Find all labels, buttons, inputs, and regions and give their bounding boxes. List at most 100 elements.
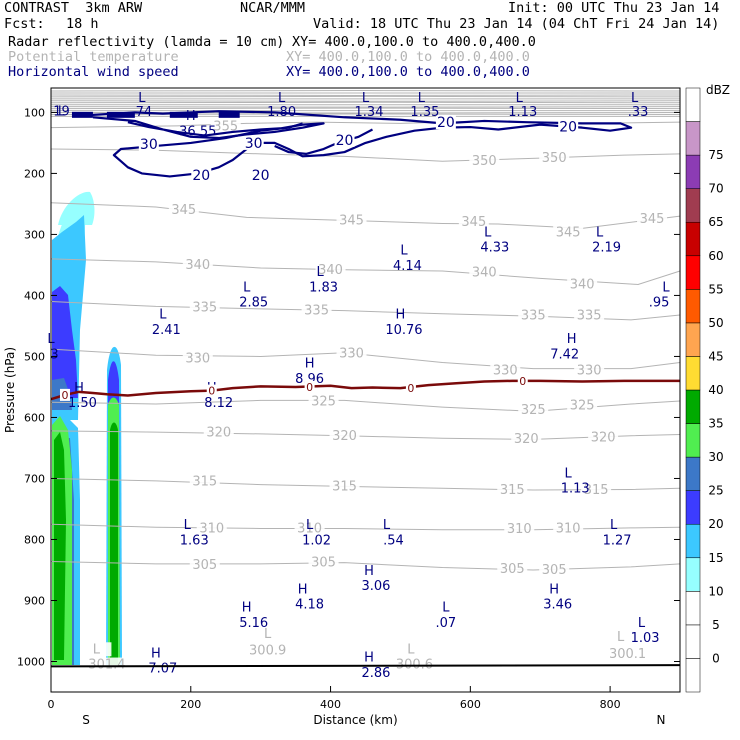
- wind-extremum-marker: L: [184, 518, 192, 533]
- colorbar-label: 50: [708, 316, 723, 330]
- zero-reflectivity-contour: 0 0 0 0 0: [50, 374, 680, 402]
- isentrope-label-bg: [168, 203, 199, 218]
- colorbar-label: 5: [712, 618, 720, 632]
- zero-contour-label: 0: [306, 381, 313, 394]
- wind-extremum-marker: H: [305, 357, 315, 372]
- wind-extremum-value: 1.27: [603, 533, 632, 548]
- wind-extremum-marker: H: [364, 651, 374, 666]
- y-tick-label: 500: [24, 350, 45, 363]
- colorbar-label: 70: [708, 182, 723, 196]
- isentrope-label-bg: [469, 154, 500, 169]
- isentrope-label-bg: [612, 647, 643, 662]
- wind-contour-label-bg: [191, 168, 212, 183]
- forecast-label: Fcst:: [4, 16, 45, 32]
- isentrope-label: 355: [213, 119, 238, 134]
- wind-contour-label: 30: [140, 137, 158, 153]
- wind-extremum-marker: H: [74, 381, 84, 396]
- isentrope-line: [50, 399, 681, 412]
- colorbar: 0 5 10 15 20 25 30 35 40 45 50 55 60 65 70 75 dBZ: [685, 83, 730, 693]
- isentrope-line: [50, 94, 681, 96]
- isentrope-label-bg: [490, 363, 521, 378]
- wind-contour-label: 20: [559, 119, 577, 135]
- isentrope-label: 310: [297, 521, 322, 536]
- isentrope-label: 340: [185, 258, 210, 273]
- wind-extremum-marker: L: [631, 91, 639, 106]
- init-time: Init: 00 UTC Thu 23 Jan 14: [508, 0, 720, 16]
- wind-extremum-value: .74: [132, 105, 153, 120]
- isentrope-label: 335: [304, 304, 329, 319]
- isentrope-label-bg: [553, 521, 584, 536]
- zero-contour-label-bg: [304, 380, 315, 393]
- potential-temperature-layer: 355 350 350 345 345 345 345 345 340 340 340 340 335 3…: [50, 90, 681, 673]
- jet-core-segment: [218, 111, 240, 118]
- zero-contour-label: 0: [61, 389, 68, 402]
- wind-extremum-value: 8.12: [204, 396, 233, 411]
- valid-time: Valid: 18 UTC Thu 23 Jan 14 (04 ChT Fri …: [313, 16, 720, 32]
- colorbar-swatch: [685, 87, 701, 122]
- isentrope-label-bg: [497, 483, 528, 498]
- wind-extremum-marker: L: [638, 616, 646, 631]
- wind-extremum-marker: H: [364, 564, 374, 579]
- isentrope-line: [50, 148, 681, 162]
- wind-extremum-marker: L: [662, 280, 670, 295]
- isentrope-label: 320: [206, 426, 231, 441]
- x-tick-label: 0: [48, 698, 55, 711]
- field-wind-xy: XY= 400.0,100.0 to 400.0,400.0: [286, 64, 530, 80]
- zero-contour-label: 0: [519, 375, 526, 388]
- isentrope-label: 305: [542, 563, 567, 578]
- x-tick-label: 400: [320, 698, 341, 711]
- colorbar-swatch: [685, 389, 701, 424]
- isentrope-label-bg: [504, 522, 535, 537]
- isentrope-label-bg: [588, 430, 619, 445]
- isentrope-label: 325: [570, 398, 595, 413]
- isentrope-label-bg: [497, 561, 528, 576]
- colorbar-label: 10: [708, 584, 723, 598]
- wind-extremum-marker: L: [362, 91, 370, 106]
- wind-extremum-value: .54: [383, 533, 404, 548]
- colorbar-swatch: [685, 523, 701, 559]
- isentrope-label: 300.9: [249, 644, 286, 659]
- colorbar-swatch: [685, 121, 701, 156]
- isentrope-label: 330: [185, 351, 210, 366]
- wind-contour-label: 30: [245, 136, 263, 152]
- isentrope-label: L: [264, 627, 272, 642]
- isentrope-label-bg: [308, 394, 339, 409]
- isentrope-line: [50, 113, 681, 115]
- isentrope-label-bg: [336, 213, 367, 228]
- field-wind-name: Horizontal wind speed: [8, 64, 179, 80]
- isentrope-label-bg: [605, 630, 636, 645]
- left-end-label: S: [82, 713, 90, 727]
- wind-extremum-marker: L: [484, 225, 492, 240]
- y-tick-label: 100: [24, 106, 45, 119]
- isentrope-label: L: [617, 630, 625, 645]
- zero-contour-label: 0: [208, 385, 215, 398]
- wind-contour-label-bg: [334, 132, 355, 147]
- isentrope-line: [50, 101, 681, 104]
- colorbar-swatch: [685, 188, 701, 223]
- isentrope-label: 345: [640, 212, 665, 227]
- wind-extremum-marker: H: [567, 332, 577, 347]
- isentrope-label: 300.1: [609, 647, 646, 662]
- isentrope-label: 335: [577, 309, 602, 324]
- isentrope-label: 345: [461, 215, 486, 230]
- colorbar-swatch: [685, 490, 701, 525]
- wind-contour-label-bg: [138, 137, 159, 152]
- colorbar-swatch: [685, 356, 701, 391]
- zero-contour-line: [50, 379, 680, 401]
- x-tick-label: 200: [180, 698, 201, 711]
- isentrope-label-bg: [574, 308, 605, 323]
- wind-extremum-marker: H: [186, 109, 196, 124]
- isentrope-label-bg: [567, 398, 598, 413]
- wind-extremum-marker: L: [278, 91, 286, 106]
- isentrope-line: [50, 348, 681, 370]
- wind-extremum-value: 36.55: [179, 125, 216, 140]
- isentrope-label: 345: [339, 213, 364, 228]
- colorbar-label: 65: [708, 215, 723, 229]
- wind-extremum-marker: L: [306, 518, 314, 533]
- isentrope-line: [50, 106, 681, 108]
- isentrope-label-bg: [203, 425, 234, 440]
- isentrope-label: 335: [521, 309, 546, 324]
- isentrope-label: 340: [318, 263, 343, 278]
- isentrope-label: 340: [570, 277, 595, 292]
